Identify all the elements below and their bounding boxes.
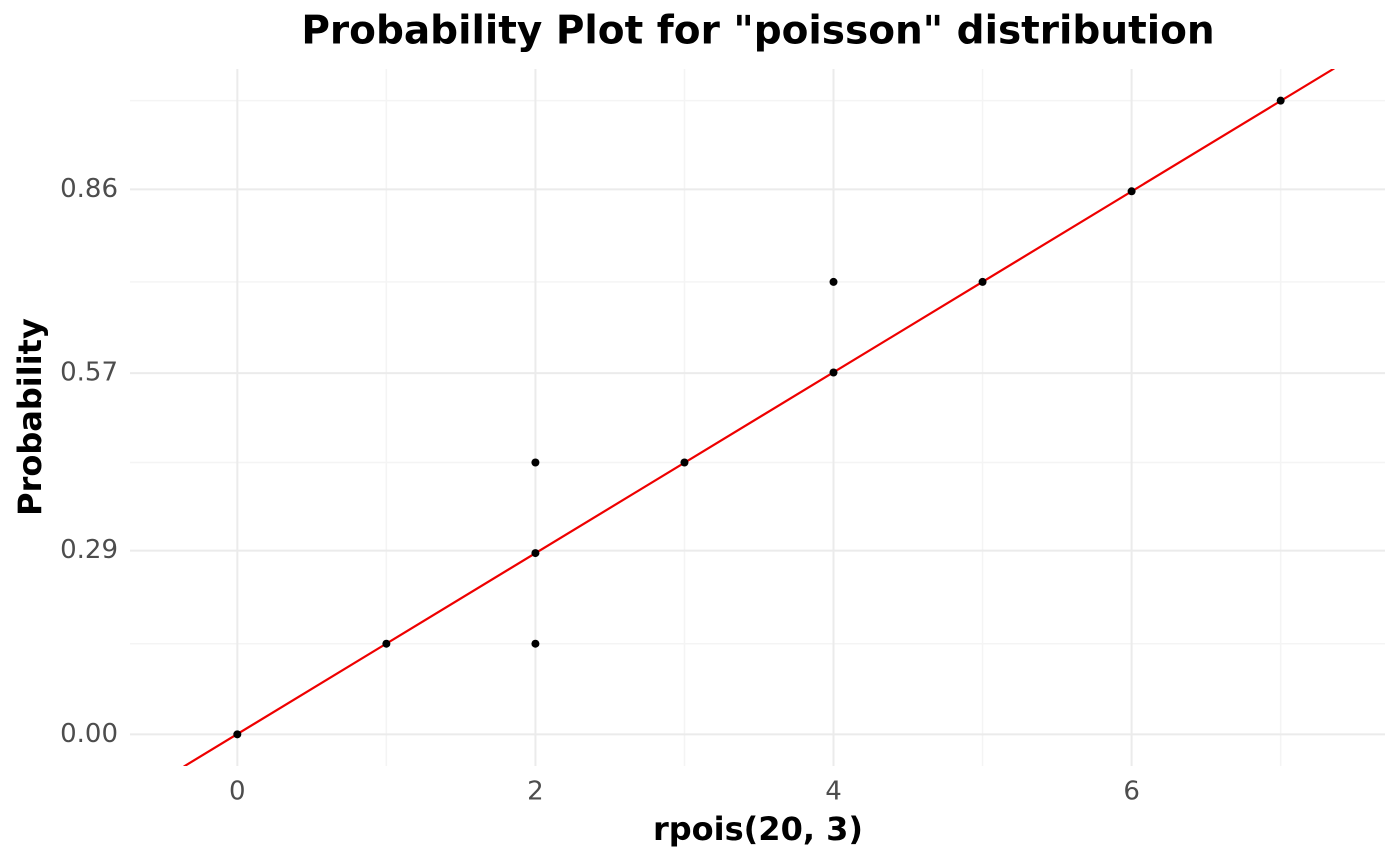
- point: [978, 277, 987, 286]
- point: [829, 368, 838, 377]
- point: [531, 549, 540, 558]
- point: [531, 639, 540, 648]
- point: [531, 458, 540, 467]
- y-tick-label: 0.00: [60, 719, 118, 749]
- x-axis-title: rpois(20, 3): [653, 810, 863, 848]
- point: [680, 458, 689, 467]
- reference-line: [183, 69, 1335, 766]
- x-tick-label: 2: [527, 777, 544, 807]
- x-tick-label: 0: [229, 777, 246, 807]
- y-tick-label: 0.29: [60, 535, 118, 565]
- point: [382, 639, 391, 648]
- y-axis-title: Probability: [11, 318, 49, 516]
- chart-title: Probability Plot for "poisson" distribut…: [301, 9, 1214, 54]
- x-tick-label: 4: [825, 777, 842, 807]
- y-tick-label: 0.57: [60, 358, 118, 388]
- point: [233, 730, 242, 739]
- point: [1127, 187, 1136, 196]
- point: [829, 277, 838, 286]
- x-tick-label: 6: [1123, 777, 1140, 807]
- y-tick-label: 0.86: [60, 174, 118, 204]
- point: [1276, 96, 1285, 105]
